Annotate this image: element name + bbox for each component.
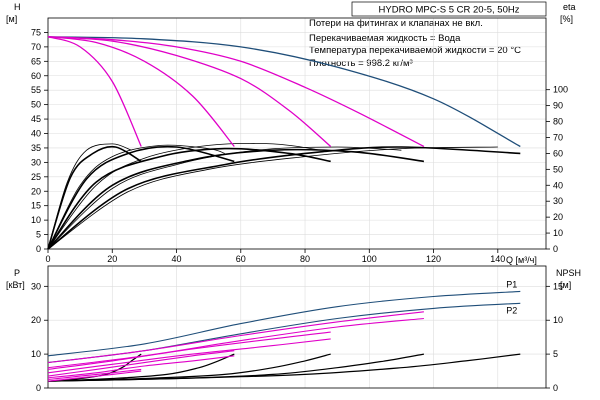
- y2-axis-label-npsh: NPSH: [556, 268, 581, 278]
- y-axis-unit-head: [м]: [6, 14, 17, 24]
- y-tick-label: 45: [31, 114, 41, 124]
- qh-plot: 0 20 40 60 80 100 120 1400510152025303540455055…: [31, 17, 568, 264]
- y2-tick-label: 20: [553, 212, 563, 222]
- y-tick-label: 15: [31, 201, 41, 211]
- power-curve: [47, 331, 331, 370]
- npsh-curve: [47, 353, 425, 382]
- y-tick-label: 0: [36, 244, 41, 254]
- y-tick-label: 10: [31, 215, 41, 225]
- power-curve: [47, 368, 142, 381]
- npsh-curve: [47, 353, 331, 382]
- y-tick-label: 10: [31, 349, 41, 359]
- y2-tick-label: 5: [553, 349, 558, 359]
- y-tick-label: 55: [31, 85, 41, 95]
- power-curve: [47, 311, 424, 364]
- note-temperature: Температура перекачиваемой жидкости = 20…: [309, 45, 521, 56]
- y-tick-label: 65: [31, 56, 41, 66]
- y-tick-label: 30: [31, 157, 41, 167]
- power-curve: [47, 370, 142, 382]
- y2-tick-label: 0: [553, 383, 558, 393]
- y2-axis-unit-eta: [%]: [560, 14, 573, 24]
- y2-tick-label: 30: [553, 196, 563, 206]
- power-series-label: P2: [506, 305, 517, 315]
- y2-tick-label: 50: [553, 164, 563, 174]
- y-tick-label: 20: [31, 315, 41, 325]
- x-tick-label: 80: [300, 254, 310, 264]
- x-tick-label: 40: [172, 254, 182, 264]
- chart-title-frame: [351, 1, 547, 17]
- efficiency-curve: [47, 146, 498, 250]
- y-tick-label: 75: [31, 27, 41, 37]
- head-curve: [47, 36, 521, 148]
- x-tick-label: 100: [362, 254, 377, 264]
- y2-tick-label: 100: [553, 85, 568, 95]
- y-tick-label: 25: [31, 172, 41, 182]
- y-tick-label: 60: [31, 71, 41, 81]
- y2-tick-label: 60: [553, 148, 563, 158]
- y-axis-unit-power: [кВт]: [6, 280, 25, 290]
- y2-tick-label: 0: [553, 244, 558, 254]
- x-tick-label: 140: [490, 254, 505, 264]
- y-tick-label: 30: [31, 281, 41, 291]
- efficiency-curve: [47, 143, 132, 250]
- x-tick-label: 60: [236, 254, 246, 264]
- power-curve: [47, 355, 235, 379]
- npsh-curve: [47, 353, 521, 382]
- note-density: Плотность = 998.2 кг/м³: [309, 58, 413, 69]
- y-tick-label: 20: [31, 186, 41, 196]
- x-axis-label: Q [м³/ч]: [506, 255, 537, 265]
- power-curve: [47, 338, 331, 374]
- power-plot: 0 10 20 30 0 5 10 15 P1 P2: [31, 265, 563, 393]
- y-tick-label: 50: [31, 100, 41, 110]
- plot-frame: [47, 265, 547, 389]
- y-tick-label: 35: [31, 143, 41, 153]
- y-axis-label-power: P: [14, 268, 20, 278]
- efficiency-curve: [47, 145, 142, 250]
- chart-title: HYDRO MPC-S 5 CR 20-5, 50Hz: [379, 5, 520, 16]
- note-liquid: Перекачиваемая жидкость = Вода: [309, 33, 461, 44]
- y2-tick-label: 10: [553, 228, 563, 238]
- y-tick-label: 40: [31, 129, 41, 139]
- note-fittings: Потери на фитингах и клапанах не вкл.: [309, 18, 483, 29]
- y-tick-label: 0: [36, 383, 41, 393]
- head-curve: [47, 36, 332, 147]
- y2-axis-label-eta: eta: [563, 2, 576, 12]
- x-tick-label: 120: [426, 254, 441, 264]
- head-curve: [47, 36, 142, 147]
- power-curve: [47, 317, 424, 369]
- npsh-curve: [47, 353, 142, 382]
- x-tick-label: 0: [45, 254, 50, 264]
- head-curve: [47, 36, 425, 148]
- y2-axis-unit-npsh: [м]: [560, 280, 571, 290]
- efficiency-curve: [47, 146, 521, 250]
- x-tick-label: 20: [107, 254, 117, 264]
- head-curve: [47, 36, 235, 147]
- y-tick-label: 5: [36, 230, 41, 240]
- y2-tick-label: 70: [553, 132, 563, 142]
- efficiency-curve: [47, 143, 322, 250]
- y2-tick-label: 90: [553, 101, 563, 111]
- y2-tick-label: 40: [553, 180, 563, 190]
- power-curve: [47, 350, 235, 377]
- efficiency-curve: [47, 144, 225, 250]
- efficiency-curve: [47, 147, 331, 250]
- y-tick-label: 70: [31, 42, 41, 52]
- efficiency-curve: [47, 146, 402, 250]
- npsh-curve: [47, 353, 235, 382]
- y2-tick-label: 15: [553, 281, 563, 291]
- y-axis-label-head: H: [14, 2, 21, 12]
- power-curve: [47, 290, 521, 357]
- y2-tick-label: 80: [553, 117, 563, 127]
- y2-tick-label: 10: [553, 315, 563, 325]
- power-series-label: P1: [506, 279, 517, 289]
